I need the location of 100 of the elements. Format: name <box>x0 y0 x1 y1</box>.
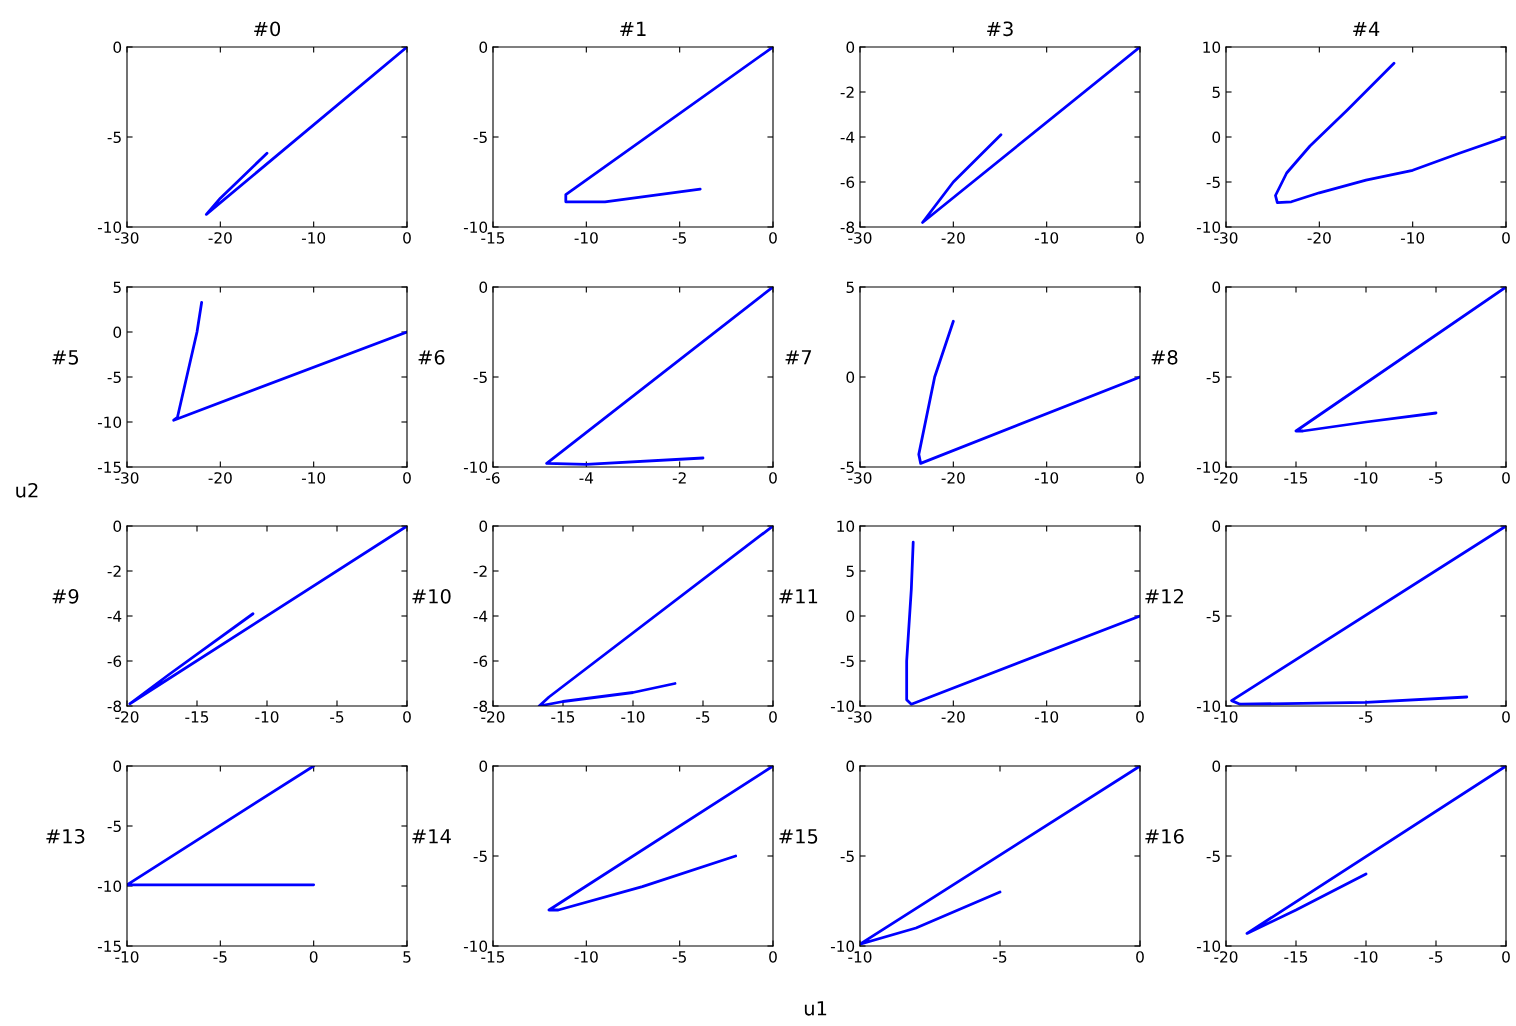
y-tick-label: -8 <box>473 700 488 713</box>
y-tick-label: 0 <box>1212 760 1221 773</box>
y-axis-title: #16 <box>1145 828 1184 844</box>
x-tick-label: -20 <box>1214 951 1238 963</box>
y-tick-label: -10 <box>97 221 122 234</box>
y-tick-label: 0 <box>113 41 122 54</box>
x-tick-label: 0 <box>403 711 411 723</box>
y-tick-label: -6 <box>107 655 122 668</box>
x-tick-label: 0 <box>1136 232 1144 244</box>
y-tick-label: 5 <box>846 565 854 578</box>
x-tick-label: -2 <box>672 472 686 484</box>
y-tick-label: -2 <box>840 86 854 98</box>
y-tick-label: 0 <box>479 281 488 294</box>
y-tick-label: -5 <box>1206 610 1220 623</box>
x-tick-label: -10 <box>1034 472 1059 484</box>
y-tick-label: -10 <box>1196 700 1221 713</box>
y-tick-label: 0 <box>113 760 122 773</box>
y-axis-title: #6 <box>418 349 445 365</box>
y-tick-label: -10 <box>1196 221 1221 234</box>
y-axis-title: #12 <box>1145 588 1183 604</box>
x-tick-label: -30 <box>1214 232 1238 244</box>
x-tick-label: 0 <box>1136 711 1144 723</box>
line-series <box>860 766 1140 946</box>
y-tick-label: -15 <box>97 940 121 953</box>
x-tick-label: 0 <box>309 951 318 963</box>
x-tick-label: -20 <box>941 232 965 244</box>
y-axis-title: #5 <box>52 350 79 365</box>
x-tick-label: -20 <box>115 711 139 723</box>
x-tick-label: -5 <box>672 951 686 963</box>
y-tick-label: 0 <box>846 41 855 54</box>
x-tick-label: -10 <box>301 232 326 244</box>
chart-title: #3 <box>987 21 1013 37</box>
y-tick-label: 10 <box>1203 41 1221 54</box>
x-tick-label: -10 <box>1034 232 1059 244</box>
x-tick-label: -20 <box>208 232 232 244</box>
x-tick-label: -30 <box>848 472 872 484</box>
x-tick-label: -15 <box>185 711 209 723</box>
y-tick-label: 0 <box>479 520 488 533</box>
x-tick-label: -10 <box>621 711 645 723</box>
x-tick-label: 0 <box>1502 232 1510 244</box>
x-tick-label: -20 <box>941 711 965 723</box>
y-tick-label: -10 <box>463 461 488 474</box>
x-tick-label: -5 <box>1429 472 1443 484</box>
y-tick-label: -8 <box>840 221 855 234</box>
y-tick-label: -2 <box>473 565 487 577</box>
x-tick-label: -10 <box>1354 951 1378 963</box>
y-tick-label: -10 <box>463 940 488 953</box>
chart-title: #1 <box>620 21 646 36</box>
x-tick-label: 0 <box>1502 951 1510 963</box>
line-series <box>128 526 407 706</box>
line-series <box>564 47 773 204</box>
y-axis-title: #7 <box>785 350 812 365</box>
y-tick-label: 5 <box>1212 86 1220 99</box>
y-axis-title: #14 <box>412 829 451 844</box>
x-tick-label: -30 <box>848 711 872 723</box>
x-tick-label: -20 <box>1307 232 1331 244</box>
y-tick-label: 0 <box>846 371 855 384</box>
y-tick-label: -5 <box>473 131 487 144</box>
x-tick-label: -15 <box>551 711 575 723</box>
x-tick-label: 5 <box>403 951 411 963</box>
y-tick-label: 0 <box>479 41 488 54</box>
line-series <box>1274 61 1506 205</box>
x-tick-label: 0 <box>1136 951 1144 963</box>
y-tick-label: -5 <box>473 850 487 863</box>
y-tick-label: -4 <box>473 610 488 622</box>
y-tick-label: -8 <box>107 700 122 713</box>
x-tick-label: -10 <box>1034 711 1059 723</box>
y-tick-label: -5 <box>840 461 854 474</box>
y-tick-label: -5 <box>107 820 121 833</box>
x-tick-label: -4 <box>579 472 594 484</box>
y-tick-label: 0 <box>1212 281 1221 294</box>
y-tick-label: 0 <box>846 760 855 773</box>
chart-title: #4 <box>1353 21 1380 36</box>
chart-title: #0 <box>254 21 281 37</box>
y-tick-label: -10 <box>830 940 855 953</box>
x-tick-label: -10 <box>1354 472 1378 484</box>
line-series <box>921 47 1140 224</box>
x-tick-label: -5 <box>330 711 344 723</box>
x-tick-label: -30 <box>848 232 872 244</box>
y-tick-label: 0 <box>1212 520 1221 533</box>
y-axis-title: #8 <box>1151 349 1178 365</box>
y-tick-label: -5 <box>107 371 121 384</box>
x-tick-label: -30 <box>115 472 139 484</box>
x-tick-label: -20 <box>481 711 505 723</box>
x-tick-label: -5 <box>696 711 710 723</box>
x-tick-label: -5 <box>672 232 686 244</box>
x-tick-label: -10 <box>1400 232 1425 244</box>
y-tick-label: -5 <box>840 850 854 863</box>
y-tick-label: -10 <box>1196 461 1221 474</box>
x-tick-label: 0 <box>1502 472 1510 484</box>
text: u2 <box>16 482 38 498</box>
y-tick-label: -2 <box>107 565 121 577</box>
y-tick-label: -5 <box>1206 850 1220 863</box>
y-tick-label: -5 <box>107 131 121 144</box>
x-tick-label: -20 <box>1214 472 1238 484</box>
y-axis-title: #11 <box>779 589 818 604</box>
y-tick-label: -5 <box>1206 371 1220 384</box>
y-tick-label: -10 <box>463 221 488 234</box>
line-series <box>547 766 773 912</box>
line-series <box>905 540 1140 706</box>
